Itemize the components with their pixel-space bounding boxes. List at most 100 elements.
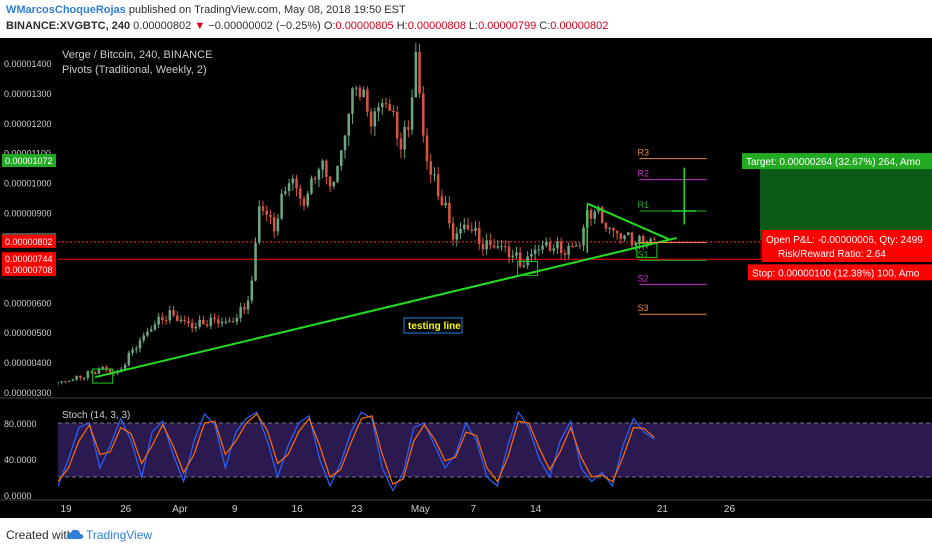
candle-body — [407, 126, 410, 130]
candle-body — [205, 324, 209, 326]
candle-body — [388, 104, 391, 111]
y-tick-label: 0.00001400 — [4, 59, 52, 69]
candle-body — [533, 249, 537, 255]
candle-body — [399, 138, 403, 150]
candle-body — [97, 368, 101, 374]
candle-body — [474, 227, 477, 231]
candle-body — [366, 89, 369, 112]
price-label-badge — [2, 154, 56, 168]
candle-body — [183, 319, 186, 322]
low-value: 0.00000799 — [478, 20, 537, 32]
candle-body — [541, 245, 544, 250]
candle-body — [429, 161, 432, 175]
x-tick-label: 19 — [60, 504, 72, 515]
candle-body — [287, 183, 291, 192]
candle-body — [414, 51, 418, 98]
candle-body — [466, 224, 470, 230]
candle-body — [623, 235, 626, 239]
candle-body — [511, 255, 514, 258]
stoch-tick-label: 80.0000 — [4, 419, 37, 429]
candle-body — [325, 160, 328, 177]
candle-body — [608, 227, 611, 229]
touch-box — [636, 242, 658, 258]
axes: 0.00001400 0.00001300 0.00001200 0.00001100… — [0, 38, 932, 515]
candle-body — [567, 245, 570, 255]
candle-body — [362, 89, 365, 97]
candle-body — [239, 307, 242, 318]
candle-body — [358, 87, 362, 97]
candle-body — [231, 321, 235, 323]
candle-body — [64, 381, 67, 383]
stoch-pane — [57, 410, 932, 492]
candle-body — [448, 202, 451, 224]
candle-body — [280, 193, 283, 219]
candle-body — [381, 103, 384, 108]
x-tick-label: 23 — [351, 504, 363, 515]
candle-body — [313, 178, 317, 180]
stoch-series-d — [57, 413, 655, 486]
price-change: −0.00000002 (−0.25%) — [208, 20, 321, 32]
x-tick-label: 14 — [530, 504, 542, 515]
target-badge — [742, 153, 932, 170]
chart-canvas[interactable]: R3 R2 R1 S1 S2 S3 Target: 0.00000264 (32.67%) … — [0, 38, 932, 518]
candle-body — [127, 352, 131, 365]
candle-body — [228, 321, 231, 323]
candle-body — [653, 239, 656, 241]
candle-body — [522, 265, 526, 267]
candle-body — [86, 371, 90, 378]
candle-body — [295, 178, 298, 189]
ohlc-line: BINANCE:XVGBTC, 240 0.00000802 ▼ −0.0000… — [6, 20, 608, 32]
stop-badge — [748, 264, 932, 281]
candle-body — [627, 232, 630, 236]
trendline-support — [95, 236, 677, 379]
candle-body — [67, 380, 71, 382]
author-link[interactable]: WMarcosChoqueRojas — [6, 4, 126, 16]
candle-body — [176, 315, 179, 322]
candle-body — [477, 227, 481, 245]
pivots-legend: Pivots (Traditional, Weekly, 2) — [62, 64, 207, 76]
x-tick-label: Apr — [172, 504, 188, 515]
high-label: H: — [396, 20, 408, 32]
candle-body — [459, 228, 462, 234]
pivot-label: S1 — [637, 249, 648, 259]
candle-body — [530, 254, 533, 257]
tradingview-brand[interactable]: TradingView — [86, 528, 153, 542]
low-label: L: — [468, 20, 479, 32]
price-pane: R3 R2 R1 S1 S2 S3 Target: 0.00000264 (32.67%) … — [56, 43, 932, 386]
candle-body — [600, 207, 604, 224]
candle-body — [548, 242, 552, 251]
candle-body — [463, 224, 466, 229]
candle-body — [537, 249, 541, 251]
candle-body — [79, 375, 82, 378]
candle-body — [213, 317, 216, 320]
candle-body — [492, 245, 496, 248]
price-label-text: 0.00001072 — [5, 156, 53, 166]
candle-body — [518, 252, 522, 267]
candle-body — [190, 322, 194, 329]
candle-body — [515, 252, 518, 256]
target-zone — [760, 163, 932, 241]
publish-line: WMarcosChoqueRojas published on TradingV… — [6, 4, 406, 16]
candle-body — [444, 202, 447, 206]
x-tick-label: 9 — [232, 504, 238, 515]
candle-body — [172, 310, 175, 316]
candle-body — [265, 210, 268, 215]
candle-body — [395, 111, 399, 139]
rr-text: Risk/Reward Ratio: 2.64 — [778, 249, 886, 260]
price-label-text: 0.00000744 — [5, 254, 53, 264]
candle-body — [328, 176, 332, 187]
candle-body — [582, 227, 585, 246]
candle-body — [250, 280, 254, 301]
candle-body — [373, 111, 377, 127]
candle-body — [123, 364, 127, 370]
candle-body — [202, 319, 205, 325]
y-tick-label: 0.00000900 — [4, 209, 52, 219]
pnl-text: Open P&L: -0.00000006, Qty: 2499 — [766, 235, 923, 246]
candle-body — [641, 236, 645, 244]
candle-body — [142, 335, 145, 341]
candle-body — [507, 246, 511, 258]
close-value: 0.00000802 — [550, 20, 609, 32]
candle-body — [235, 317, 239, 322]
candle-body — [630, 232, 634, 246]
candle-body — [451, 223, 455, 240]
